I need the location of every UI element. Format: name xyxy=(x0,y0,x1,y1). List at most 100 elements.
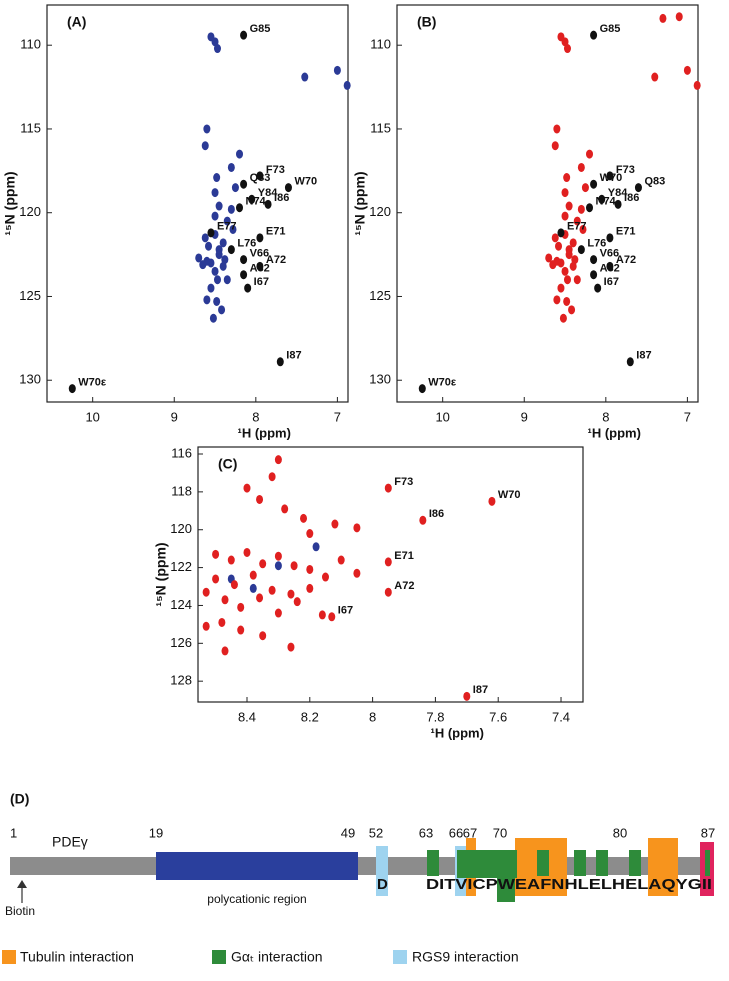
peak-label: I87 xyxy=(636,350,651,362)
peak-label: V66 xyxy=(250,248,270,260)
arrow-head xyxy=(17,880,27,888)
panel-label: (D) xyxy=(10,791,29,807)
y-tick-label: 130 xyxy=(369,372,391,387)
peak xyxy=(203,295,211,305)
peak xyxy=(227,555,235,565)
peak xyxy=(274,551,282,561)
peak xyxy=(573,216,581,226)
peak xyxy=(276,357,284,367)
x-tick-label: 8 xyxy=(369,709,376,724)
peak-label: G85 xyxy=(250,23,271,35)
peak-label: E71 xyxy=(394,550,414,562)
peak-label: A82 xyxy=(600,263,620,275)
peak xyxy=(384,557,392,567)
panel-label: (C) xyxy=(218,456,237,472)
peak-label: L76 xyxy=(587,237,606,249)
peak xyxy=(201,233,209,243)
peak xyxy=(231,183,239,193)
peak xyxy=(240,270,248,280)
peak xyxy=(274,608,282,618)
peak xyxy=(237,625,245,635)
peak xyxy=(207,283,215,293)
peak xyxy=(577,204,585,214)
peak-label: Q83 xyxy=(250,172,271,184)
y-tick-label: 115 xyxy=(370,120,391,135)
x-tick-label: 7.4 xyxy=(552,709,570,724)
peak xyxy=(268,472,276,482)
residue-number: 67 xyxy=(463,825,477,840)
peak xyxy=(221,595,229,605)
x-tick-label: 8 xyxy=(602,409,609,424)
residue-letter: D xyxy=(377,876,388,893)
gat-box xyxy=(427,850,439,876)
peak xyxy=(321,572,329,582)
peak-label: A72 xyxy=(394,580,414,592)
peak xyxy=(586,203,594,213)
peak-label: I87 xyxy=(286,350,301,362)
peak xyxy=(274,455,282,465)
protein-name: PDEγ xyxy=(52,834,88,850)
peak-label: E71 xyxy=(616,226,636,238)
residue-number: 63 xyxy=(419,825,433,840)
y-tick-label: 125 xyxy=(19,288,41,303)
peak xyxy=(256,171,264,181)
peak xyxy=(287,642,295,652)
peak xyxy=(202,587,210,597)
peak-label: E77 xyxy=(217,221,237,233)
x-tick-label: 8.4 xyxy=(238,709,256,724)
peak xyxy=(264,199,272,209)
peak-label: A72 xyxy=(266,254,286,266)
peak xyxy=(569,238,577,248)
peak xyxy=(337,555,345,565)
plot-frame xyxy=(396,4,699,403)
peak xyxy=(306,529,314,539)
peak xyxy=(215,201,223,211)
peak-label: W70 xyxy=(498,489,521,501)
y-tick-label: 120 xyxy=(19,204,41,219)
y-tick-label: 120 xyxy=(170,521,192,536)
rgs9-box xyxy=(376,846,388,896)
peak-label: F73 xyxy=(394,476,413,488)
peak-label: L76 xyxy=(237,237,256,249)
legend-label: Tubulin interaction xyxy=(20,949,134,965)
peak-label: F73 xyxy=(266,164,285,176)
residue-number: 80 xyxy=(613,825,627,840)
y-axis-label: ¹⁵N (ppm) xyxy=(2,171,18,235)
peak xyxy=(590,179,598,189)
peak xyxy=(545,253,553,263)
peak xyxy=(300,513,308,523)
peak xyxy=(227,245,235,255)
peak xyxy=(236,203,244,213)
y-axis-label: ¹⁵N (ppm) xyxy=(153,542,169,606)
plot-frame xyxy=(46,4,349,403)
peak xyxy=(209,313,217,323)
peak xyxy=(565,201,573,211)
peak xyxy=(249,583,257,593)
peak xyxy=(290,561,298,571)
peak xyxy=(565,245,573,255)
x-tick-label: 8 xyxy=(252,409,259,424)
peak xyxy=(683,65,691,75)
y-tick-label: 126 xyxy=(170,635,192,650)
peak xyxy=(240,255,248,265)
peak xyxy=(561,188,569,198)
y-tick-label: 130 xyxy=(19,372,41,387)
peak xyxy=(211,188,219,198)
residue-number: 52 xyxy=(369,825,383,840)
peak xyxy=(333,65,341,75)
peak-label: A72 xyxy=(616,254,636,266)
peak xyxy=(230,580,238,590)
peak xyxy=(219,261,227,271)
x-tick-label: 10 xyxy=(85,409,99,424)
peak xyxy=(590,30,598,40)
peak xyxy=(384,587,392,597)
region-label: polycationic region xyxy=(207,892,306,906)
peak-label: Q83 xyxy=(644,175,665,187)
peak xyxy=(581,183,589,193)
x-axis-label: ¹H (ppm) xyxy=(588,425,641,440)
peak xyxy=(301,72,309,82)
peak-label: W70ε xyxy=(428,377,457,389)
peak xyxy=(221,646,229,656)
peak xyxy=(594,283,602,293)
